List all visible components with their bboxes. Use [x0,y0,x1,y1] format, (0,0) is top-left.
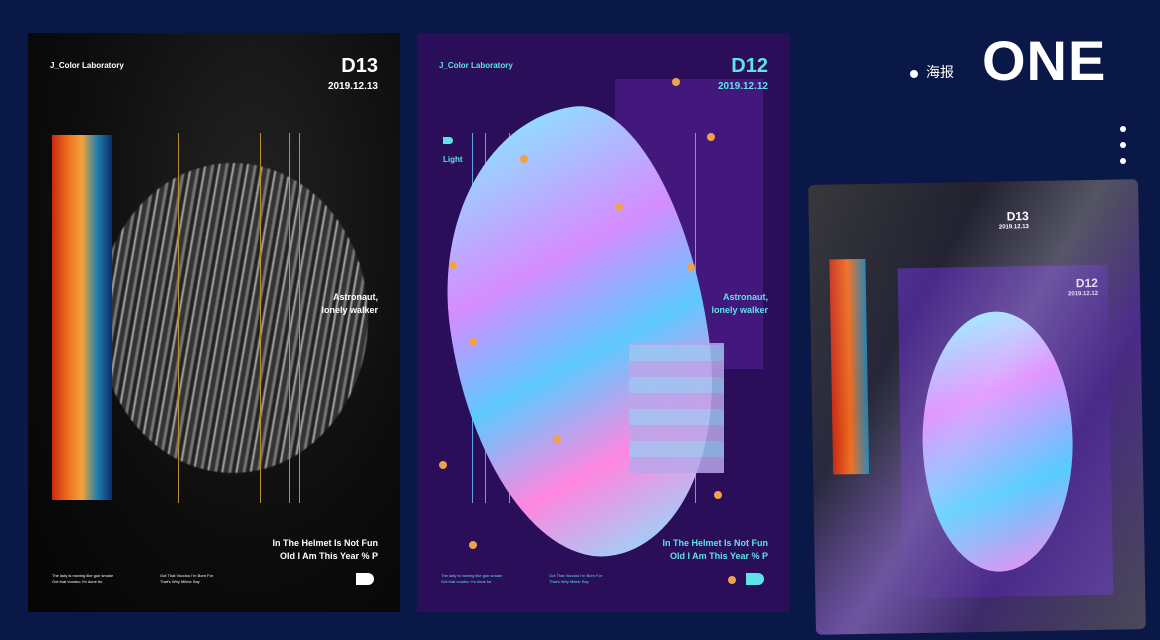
side-line: lonely walker [321,305,378,315]
sphere-artwork [98,163,368,473]
brand-label: J_Color Laboratory [50,61,124,70]
brand-label: J_Color Laboratory [439,61,513,70]
sub-line: Old I Am This Year % P [669,551,768,561]
side-line: lonely walker [711,305,768,315]
orange-dot [449,261,457,269]
sub-line: In The Helmet Is Not Fun [662,538,768,548]
date-label: 2019.12.12 [1067,290,1099,298]
date-label: 2019.12.13 [327,81,378,92]
subtitle-text: In The Helmet Is Not Fun Old I Am This Ye… [272,537,378,563]
orange-dot [469,338,477,346]
day-label: D13 [341,55,378,77]
gold-line [299,133,300,503]
bullets-right: Got That Voodoo I'm Born For That's Why M… [549,573,602,585]
orange-dot [553,435,561,443]
bullet: Got That Voodoo I'm Born For [160,573,214,578]
wrapped-poster-mockup: D13 2019.12.13 D12 2019.12.12 [808,179,1146,635]
date-label: 2019.12.12 [717,81,768,92]
orange-dot [687,263,695,271]
light-label: Light [443,155,463,164]
orange-dot [707,133,715,141]
page-title: ONE [982,29,1107,92]
bullet: That's Why Milme Say [549,579,589,584]
day-label: D12 [731,55,768,77]
bullet: Got that voodoo I'm done for [52,579,103,584]
bullet: The lady is moving like gun smoke [52,573,114,578]
more-menu-icon[interactable] [1120,126,1126,174]
bullet-dot [910,70,918,78]
bullet: The lady is moving like gun smoke [441,573,503,578]
date-label: 2019.12.13 [998,224,1029,231]
bullet: That's Why Milme Say [160,579,200,584]
side-text: Astronaut, lonely walker [711,291,768,317]
orange-dot [469,541,477,549]
side-line: Astronaut, [333,292,378,302]
gold-line [289,133,290,503]
bullets-right: Got That Voodoo I'm Born For That's Why M… [160,573,213,585]
day-label: D13 [1006,209,1029,224]
gold-line [178,133,179,503]
d-logo-icon [746,573,764,585]
poster-d12: J_Color Laboratory D12 2019.12.12 Light … [417,33,790,612]
bullets-left: The lady is moving like gun smoke Got tha… [52,573,113,585]
bullet: Got That Voodoo I'm Born For [549,573,603,578]
d-logo-icon [443,137,453,144]
d-logo-icon [356,573,374,585]
orange-dot [439,461,447,469]
orange-dot [672,78,680,86]
subtitle-text: In The Helmet Is Not Fun Old I Am This Ye… [662,537,768,563]
orange-dot [520,155,528,163]
day-label: D12 [1075,275,1098,291]
bullet: Got that voodoo I'm done for [441,579,492,584]
side-line: Astronaut, [723,292,768,302]
bullets-left: The lady is moving like gun smoke Got tha… [441,573,502,585]
pixel-mosaic [629,343,724,473]
subtitle: 海报 [926,64,954,80]
orange-dot [728,576,736,584]
gradient-strip [52,135,112,500]
poster-d13: J_Color Laboratory D13 2019.12.13 Astron… [28,33,400,612]
side-text: Astronaut, lonely walker [321,291,378,317]
gold-line [260,133,261,503]
gradient-strip [829,258,870,475]
orange-dot [714,491,722,499]
orange-dot [615,203,623,211]
sub-line: In The Helmet Is Not Fun [272,538,378,548]
sub-line: Old I Am This Year % P [279,551,378,561]
